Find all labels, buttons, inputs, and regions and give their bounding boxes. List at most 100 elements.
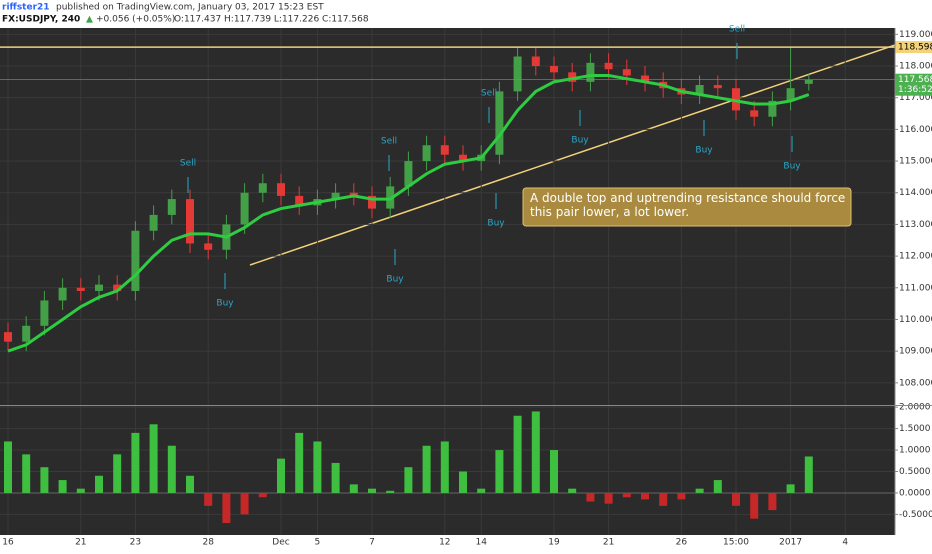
resistance-label-bg	[895, 41, 932, 54]
signal-label: Buy	[487, 219, 505, 229]
y-tick-label: 113.000	[899, 220, 932, 230]
histogram-bar	[76, 488, 85, 493]
resistance-label: 118.598	[898, 43, 932, 53]
y-tick-label: 118.000	[899, 62, 932, 72]
last-price-label: 117.568	[898, 75, 932, 85]
y-tick-label: 0.5000	[899, 467, 931, 477]
published: published on TradingView.com, January 03…	[56, 3, 324, 13]
x-tick-label: 21	[603, 538, 614, 548]
histogram-bar	[167, 445, 176, 493]
candle-body	[713, 85, 722, 89]
candle-body	[586, 62, 595, 82]
candle-body	[331, 192, 340, 200]
candle-body	[204, 243, 213, 250]
y-tick-label: 111.000	[899, 283, 932, 293]
y-tick-label: 109.000	[899, 347, 932, 357]
y-tick-label: 108.000	[899, 378, 932, 388]
x-tick-label: 7	[369, 538, 375, 548]
histogram-bar	[513, 415, 522, 493]
x-tick-label: 23	[130, 538, 141, 548]
y-tick-label: 2.0000	[899, 403, 931, 413]
candle-body	[186, 199, 194, 244]
candle-body	[113, 284, 122, 291]
moving-average	[7, 74, 810, 353]
candle-body	[513, 56, 522, 92]
histogram-bar	[641, 492, 649, 500]
candle-body	[149, 214, 158, 231]
histogram-bar	[732, 492, 740, 506]
signal-label: Buy	[695, 146, 713, 156]
author[interactable]: riffster21	[2, 3, 50, 13]
candle-body	[568, 72, 577, 82]
change: +0.056 (+0.05%)	[96, 15, 175, 25]
candle-body	[368, 195, 376, 209]
histogram-bar	[58, 480, 67, 493]
x-tick-label: 14	[475, 538, 487, 548]
x-tick-label: 2017	[779, 538, 802, 548]
candle-body	[550, 66, 558, 73]
histogram-bar	[95, 475, 103, 493]
signal-label: Buy	[386, 275, 404, 285]
histogram-bar	[659, 492, 668, 506]
x-tick-label: 16	[2, 538, 14, 548]
candle-body	[732, 88, 740, 111]
x-tick-label: 21	[75, 538, 86, 548]
candle-body	[422, 145, 431, 162]
histogram-bar	[186, 475, 194, 493]
candle-body	[495, 91, 504, 155]
candle-body	[40, 300, 49, 326]
histogram-bar	[750, 492, 759, 519]
histogram-bar	[550, 450, 558, 493]
x-tick-label: 4	[842, 538, 848, 548]
signal-label: Buy	[571, 136, 589, 146]
symbol: FX:USDJPY, 240	[2, 15, 80, 25]
candle-body	[641, 75, 649, 82]
histogram-bar	[768, 492, 777, 511]
histogram-bar	[22, 454, 31, 493]
change-arrow: ▲	[86, 15, 93, 25]
candle-body	[750, 110, 759, 117]
y-tick-label: 114.000	[899, 188, 932, 198]
trendline	[249, 44, 896, 266]
candle-body	[349, 192, 358, 196]
candle-body	[404, 161, 413, 187]
histogram-bar	[422, 445, 431, 493]
y-tick-label: 117.000	[899, 93, 932, 103]
note: A double top and uptrending resistance s…	[530, 191, 846, 219]
histogram-bar	[131, 432, 140, 493]
histogram-bar	[349, 484, 358, 493]
histogram-bar	[695, 488, 704, 493]
candle-body	[440, 145, 449, 155]
histogram-bar	[277, 458, 285, 493]
y-tick-label: 112.000	[899, 252, 932, 262]
candle-body	[804, 79, 813, 84]
candle-body	[604, 62, 613, 70]
histogram-bar	[786, 484, 795, 493]
y-tick-label: 0.0000	[899, 488, 931, 498]
x-tick-label: 5	[315, 538, 321, 548]
x-tick-label: 15:00	[723, 538, 749, 548]
histogram-bar	[677, 492, 686, 500]
histogram-bar	[568, 488, 577, 493]
y-tick-label: 119.000	[899, 30, 932, 40]
y-tick-label: 116.000	[899, 125, 932, 135]
histogram-bar	[804, 456, 813, 493]
candle-body	[22, 325, 31, 342]
candle-body	[622, 69, 631, 76]
candle-body	[531, 56, 540, 67]
signal-label: Buy	[783, 162, 801, 172]
candle-body	[459, 154, 467, 162]
histogram-bar	[531, 411, 540, 493]
candle-body	[76, 287, 85, 291]
candle-body	[167, 199, 176, 215]
signal-label: Sell	[481, 89, 497, 99]
histogram-bar	[386, 490, 395, 493]
histogram-bar	[459, 471, 467, 493]
histogram-bar	[713, 480, 722, 493]
x-tick-label: 12	[439, 538, 450, 548]
histogram-bar	[295, 432, 304, 493]
x-tick-label: Dec	[272, 538, 289, 548]
histogram-bar	[622, 492, 631, 498]
histogram-bar	[404, 467, 413, 493]
